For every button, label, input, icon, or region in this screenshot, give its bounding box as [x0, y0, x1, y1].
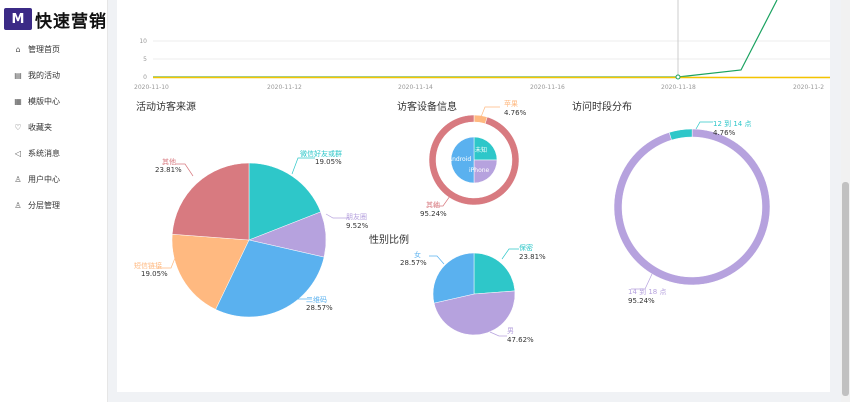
y-tick: 0	[143, 74, 147, 81]
data-point	[675, 74, 681, 80]
leader-line	[325, 213, 349, 219]
pct-apple: 4.76%	[504, 109, 527, 117]
label-12-14: 12 到 14 点	[713, 120, 752, 128]
label-moments: 朋友圈	[346, 213, 367, 221]
pct-female: 28.57%	[400, 259, 427, 267]
pct-sms: 19.05%	[141, 270, 168, 278]
leader-line	[480, 106, 500, 118]
label-secret: 保密	[519, 244, 533, 252]
label-female: 女	[414, 251, 421, 259]
device-outer-ring-slice	[473, 114, 488, 124]
label-14-18: 14 到 18 点	[628, 288, 667, 296]
pct-other-source: 23.81%	[155, 166, 182, 174]
pie-charts	[157, 106, 771, 337]
nav-label: 我的活动	[28, 70, 60, 80]
leader-line	[631, 273, 653, 290]
nav-item-5[interactable]: ♙ 用户中心	[0, 166, 107, 192]
pct-12-14: 4.76%	[713, 129, 736, 137]
label-iphone: iPhone	[469, 167, 490, 174]
leader-line	[291, 157, 315, 175]
device-inner-pie-slice	[473, 136, 498, 161]
source-pie-slice	[171, 233, 250, 310]
nav-label: 用户中心	[28, 174, 60, 184]
x-tick: 2020-11-12	[267, 84, 302, 91]
nav-icon: ♡	[14, 122, 22, 132]
device-inner-pie-slice	[473, 159, 498, 184]
nav-icon: ♙	[14, 200, 22, 210]
nav-item-0[interactable]: ⌂ 管理首页	[0, 36, 107, 62]
leader-line	[429, 255, 445, 265]
nav-item-1[interactable]: ▤ 我的活动	[0, 62, 107, 88]
leader-line	[695, 121, 713, 130]
nav-label: 收藏夹	[28, 122, 52, 132]
gender-pie-slice	[432, 252, 475, 304]
x-tick: 2020-11-2	[793, 84, 824, 91]
dashboard-panel: 10 5 0 2020-11-10 2020-11-12 2020-11-14 2020-1…	[117, 0, 830, 392]
y-tick: 10	[139, 38, 147, 45]
label-other-device: 其他	[426, 201, 440, 209]
label-unknown: 未知	[475, 147, 488, 154]
time-ring-slice	[613, 128, 771, 286]
nav-label: 系统消息	[28, 148, 60, 158]
label-other-source: 其他	[162, 158, 176, 166]
pct-moments: 9.52%	[346, 222, 369, 230]
series-line-green	[153, 0, 778, 78]
source-pie-slice	[248, 162, 322, 241]
label-apple: 苹果	[504, 100, 518, 108]
nav-icon: ▤	[14, 70, 22, 80]
label-sms: 短信链接	[134, 262, 162, 270]
pct-14-18: 95.24%	[628, 297, 655, 305]
brand-name: 快速营销	[35, 11, 107, 32]
leader-line	[433, 195, 451, 207]
nav-icon: ◁	[14, 148, 22, 158]
sidebar: M 快速营销 ⌂ 管理首页 ▤ 我的活动 ▦ 模版中心 ♡ 收藏夹 ◁ 系统消息 ♙ 用户中心 ♙ 分层管…	[0, 0, 108, 402]
leader-line	[291, 287, 312, 300]
x-tick: 2020-11-18	[661, 84, 696, 91]
gender-pie-slice	[473, 252, 516, 295]
device-outer-ring-slice	[428, 114, 520, 206]
y-tick: 5	[143, 56, 147, 63]
device-inner-pie-slice	[450, 136, 475, 184]
label-wechat: 微信好友或群	[300, 150, 342, 158]
x-tick: 2020-11-10	[134, 84, 169, 91]
trend-line-chart: 10 5 0 2020-11-10 2020-11-12 2020-11-14 2020-1…	[134, 0, 830, 91]
x-tick: 2020-11-14	[398, 84, 433, 91]
leader-line	[175, 163, 194, 177]
gender-chart-title: 性别比例	[369, 235, 409, 246]
nav-icon: ▦	[14, 96, 22, 106]
source-chart-title: 活动访客来源	[136, 102, 196, 113]
nav-label: 管理首页	[28, 44, 60, 54]
nav-item-6[interactable]: ♙ 分层管理	[0, 192, 107, 218]
scrollbar-thumb[interactable]	[842, 182, 849, 396]
leader-line	[501, 248, 519, 260]
source-pie-slice	[171, 162, 250, 241]
label-qrcode: 二维码	[306, 296, 327, 304]
label-android: Android	[448, 156, 472, 163]
device-chart-title: 访客设备信息	[397, 102, 457, 113]
label-male: 男	[507, 327, 514, 335]
page-scrollbar[interactable]	[841, 0, 850, 402]
x-tick: 2020-11-16	[530, 84, 565, 91]
pct-male: 47.62%	[507, 336, 534, 344]
leader-line	[157, 257, 176, 269]
pct-other-device: 95.24%	[420, 210, 447, 218]
gender-pie-slice	[433, 290, 516, 336]
time-chart-title: 访问时段分布	[572, 102, 632, 113]
nav-label: 分层管理	[28, 200, 60, 210]
pct-secret: 23.81%	[519, 253, 546, 261]
nav-label: 模版中心	[28, 96, 60, 106]
logo[interactable]: M 快速营销	[4, 6, 107, 32]
time-ring-slice	[668, 128, 693, 141]
nav-item-4[interactable]: ◁ 系统消息	[0, 140, 107, 166]
nav-item-3[interactable]: ♡ 收藏夹	[0, 114, 107, 140]
pct-wechat: 19.05%	[315, 158, 342, 166]
nav-icon: ♙	[14, 174, 22, 184]
sidebar-nav: ⌂ 管理首页 ▤ 我的活动 ▦ 模版中心 ♡ 收藏夹 ◁ 系统消息 ♙ 用户中心 ♙ 分层管理	[0, 36, 107, 218]
nav-icon: ⌂	[15, 44, 21, 54]
leader-line	[489, 331, 507, 337]
nav-item-2[interactable]: ▦ 模版中心	[0, 88, 107, 114]
logo-mark: M	[4, 8, 32, 30]
pct-qrcode: 28.57%	[306, 304, 333, 312]
